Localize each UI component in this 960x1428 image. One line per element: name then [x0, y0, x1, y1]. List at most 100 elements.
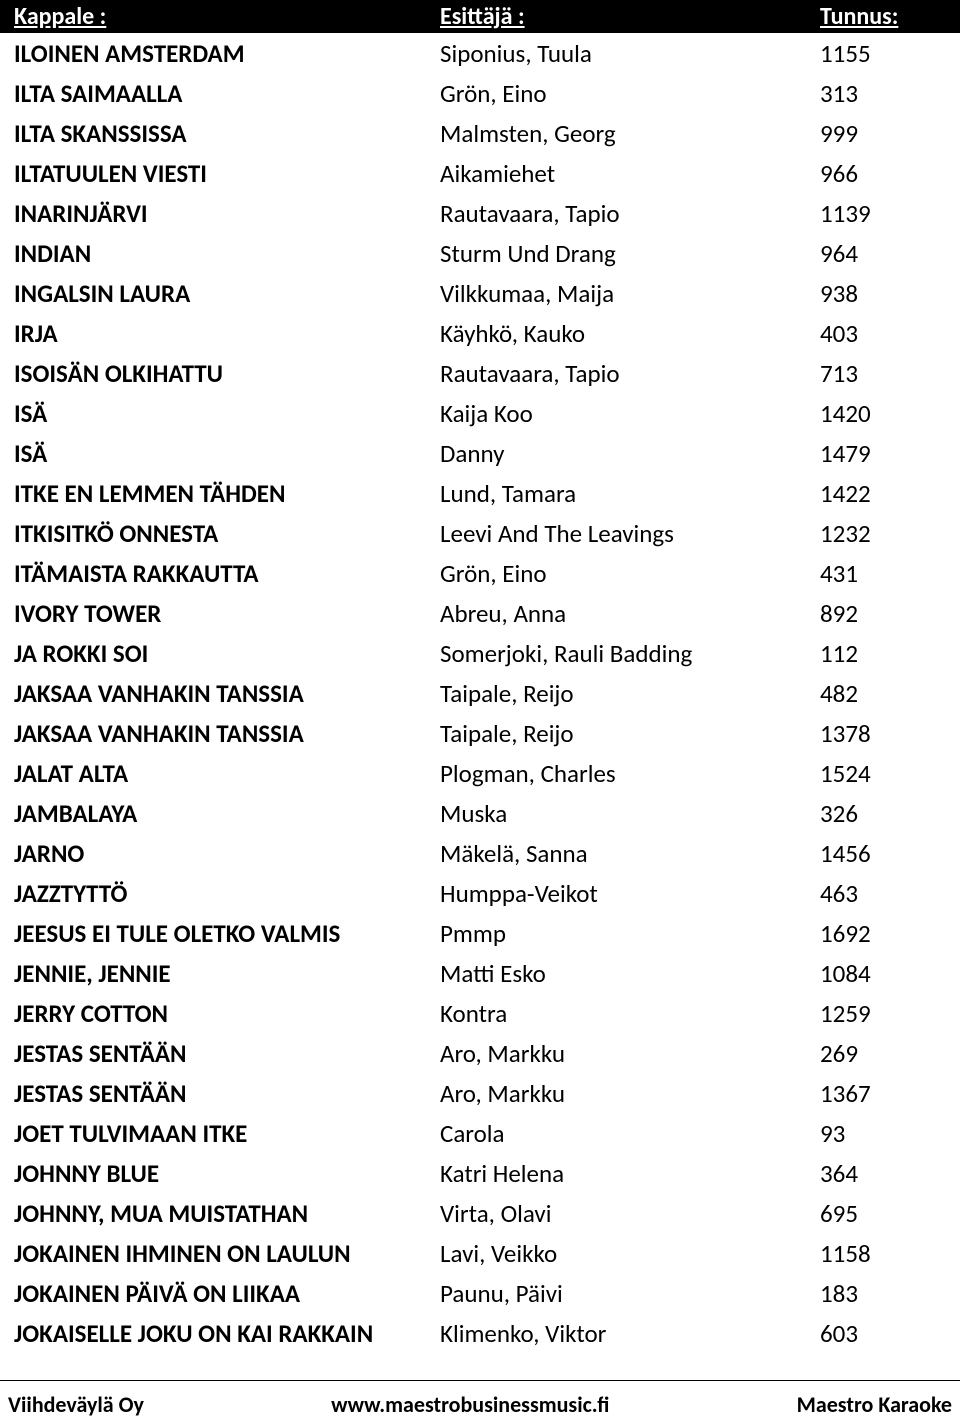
song-cell: ILTATUULEN VIESTI [0, 158, 440, 189]
footer-website: www.maestrobusinessmusic.fi [331, 1391, 609, 1418]
table-row: JALAT ALTAPlogman, Charles1524 [0, 753, 960, 793]
artist-cell: Plogman, Charles [440, 758, 820, 789]
id-cell: 603 [820, 1318, 960, 1349]
id-cell: 1378 [820, 718, 960, 749]
song-table: Kappale : Esittäjä : Tunnus: ILOINEN AMS… [0, 0, 960, 1353]
id-cell: 313 [820, 78, 960, 109]
table-row: INARINJÄRVIRautavaara, Tapio1139 [0, 193, 960, 233]
id-cell: 112 [820, 638, 960, 669]
id-cell: 1692 [820, 918, 960, 949]
artist-cell: Rautavaara, Tapio [440, 198, 820, 229]
artist-cell: Aro, Markku [440, 1078, 820, 1109]
song-cell: JEESUS EI TULE OLETKO VALMIS [0, 918, 440, 949]
artist-cell: Taipale, Reijo [440, 718, 820, 749]
artist-cell: Sturm Und Drang [440, 238, 820, 269]
song-cell: ILTA SAIMAALLA [0, 78, 440, 109]
id-cell: 892 [820, 598, 960, 629]
table-row: JAMBALAYAMuska326 [0, 793, 960, 833]
id-cell: 695 [820, 1198, 960, 1229]
table-row: JESTAS SENTÄÄNAro, Markku1367 [0, 1073, 960, 1113]
artist-cell: Lavi, Veikko [440, 1238, 820, 1269]
page-footer: Viihdeväylä Oy www.maestrobusinessmusic.… [0, 1380, 960, 1428]
song-cell: JESTAS SENTÄÄN [0, 1078, 440, 1109]
id-cell: 1139 [820, 198, 960, 229]
id-cell: 966 [820, 158, 960, 189]
song-cell: JERRY COTTON [0, 998, 440, 1029]
table-row: JENNIE, JENNIEMatti Esko1084 [0, 953, 960, 993]
footer-product: Maestro Karaoke [797, 1391, 952, 1418]
table-row: IVORY TOWERAbreu, Anna892 [0, 593, 960, 633]
id-cell: 482 [820, 678, 960, 709]
id-cell: 1479 [820, 438, 960, 469]
table-row: ITKE EN LEMMEN TÄHDENLund, Tamara1422 [0, 473, 960, 513]
header-id: Tunnus: [820, 2, 960, 31]
artist-cell: Humppa-Veikot [440, 878, 820, 909]
footer-company: Viihdeväylä Oy [8, 1391, 144, 1418]
song-cell: ISÄ [0, 438, 440, 469]
table-row: INDIANSturm Und Drang964 [0, 233, 960, 273]
id-cell: 938 [820, 278, 960, 309]
id-cell: 403 [820, 318, 960, 349]
song-cell: JOKAINEN PÄIVÄ ON LIIKAA [0, 1278, 440, 1309]
song-cell: JAMBALAYA [0, 798, 440, 829]
artist-cell: Käyhkö, Kauko [440, 318, 820, 349]
artist-cell: Kaija Koo [440, 398, 820, 429]
id-cell: 93 [820, 1118, 960, 1149]
id-cell: 326 [820, 798, 960, 829]
song-cell: ILTA SKANSSISSA [0, 118, 440, 149]
artist-cell: Katri Helena [440, 1158, 820, 1189]
song-cell: JOHNNY, MUA MUISTATHAN [0, 1198, 440, 1229]
table-row: ISOISÄN OLKIHATTURautavaara, Tapio713 [0, 353, 960, 393]
song-cell: JOHNNY BLUE [0, 1158, 440, 1189]
table-row: JOKAINEN IHMINEN ON LAULUNLavi, Veikko11… [0, 1233, 960, 1273]
table-row: JOET TULVIMAAN ITKECarola93 [0, 1113, 960, 1153]
table-row: JAKSAA VANHAKIN TANSSIATaipale, Reijo482 [0, 673, 960, 713]
table-row: JERRY COTTONKontra1259 [0, 993, 960, 1033]
id-cell: 1422 [820, 478, 960, 509]
song-cell: JAZZTYTTÖ [0, 878, 440, 909]
artist-cell: Paunu, Päivi [440, 1278, 820, 1309]
table-row: INGALSIN LAURAVilkkumaa, Maija938 [0, 273, 960, 313]
song-cell: JAKSAA VANHAKIN TANSSIA [0, 718, 440, 749]
id-cell: 1158 [820, 1238, 960, 1269]
artist-cell: Pmmp [440, 918, 820, 949]
id-cell: 431 [820, 558, 960, 589]
artist-cell: Carola [440, 1118, 820, 1149]
artist-cell: Malmsten, Georg [440, 118, 820, 149]
artist-cell: Mäkelä, Sanna [440, 838, 820, 869]
table-row: ISÄKaija Koo1420 [0, 393, 960, 433]
table-row: ITKISITKÖ ONNESTALeevi And The Leavings1… [0, 513, 960, 553]
table-header: Kappale : Esittäjä : Tunnus: [0, 0, 960, 33]
artist-cell: Grön, Eino [440, 558, 820, 589]
table-row: JESTAS SENTÄÄNAro, Markku269 [0, 1033, 960, 1073]
artist-cell: Abreu, Anna [440, 598, 820, 629]
artist-cell: Rautavaara, Tapio [440, 358, 820, 389]
song-cell: JOKAISELLE JOKU ON KAI RAKKAIN [0, 1318, 440, 1349]
song-cell: JAKSAA VANHAKIN TANSSIA [0, 678, 440, 709]
song-cell: IRJA [0, 318, 440, 349]
id-cell: 1232 [820, 518, 960, 549]
id-cell: 964 [820, 238, 960, 269]
artist-cell: Aro, Markku [440, 1038, 820, 1069]
song-cell: JOET TULVIMAAN ITKE [0, 1118, 440, 1149]
song-cell: JARNO [0, 838, 440, 869]
song-cell: JOKAINEN IHMINEN ON LAULUN [0, 1238, 440, 1269]
id-cell: 1155 [820, 38, 960, 69]
song-cell: JA ROKKI SOI [0, 638, 440, 669]
song-cell: ISÄ [0, 398, 440, 429]
id-cell: 1456 [820, 838, 960, 869]
artist-cell: Vilkkumaa, Maija [440, 278, 820, 309]
header-song: Kappale : [0, 2, 440, 31]
artist-cell: Leevi And The Leavings [440, 518, 820, 549]
id-cell: 463 [820, 878, 960, 909]
artist-cell: Lund, Tamara [440, 478, 820, 509]
id-cell: 1524 [820, 758, 960, 789]
id-cell: 1084 [820, 958, 960, 989]
id-cell: 183 [820, 1278, 960, 1309]
artist-cell: Kontra [440, 998, 820, 1029]
table-row: JOKAISELLE JOKU ON KAI RAKKAINKlimenko, … [0, 1313, 960, 1353]
table-row: JOHNNY, MUA MUISTATHANVirta, Olavi695 [0, 1193, 960, 1233]
id-cell: 1420 [820, 398, 960, 429]
song-cell: INDIAN [0, 238, 440, 269]
header-artist: Esittäjä : [440, 2, 820, 31]
